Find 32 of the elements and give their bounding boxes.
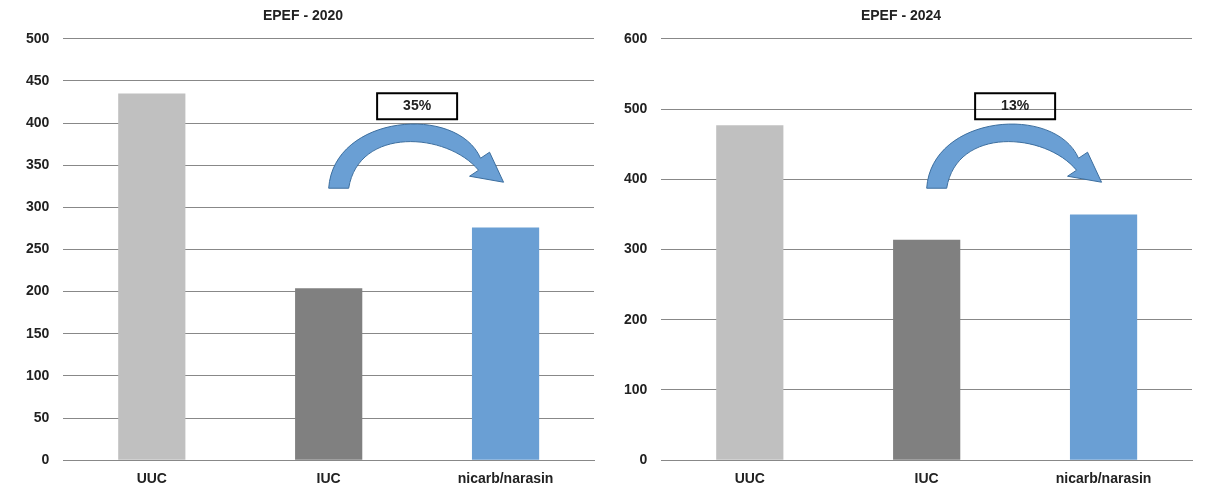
x-tick-label: UUC [734, 470, 765, 487]
y-tick-label: 200 [26, 282, 50, 299]
x-tick-label: IUC [914, 470, 939, 487]
y-tick-label: 100 [26, 366, 50, 383]
y-tick-label: 50 [33, 408, 50, 425]
y-tick-label: 300 [624, 240, 648, 257]
annotation: 35% [403, 97, 432, 114]
y-tick-label: 300 [26, 198, 50, 215]
y-tick-label: 0 [639, 451, 648, 468]
y-tick-label: 250 [26, 240, 50, 257]
y-tick-label: 150 [26, 324, 50, 341]
y-tick-label: 200 [624, 310, 648, 327]
x-tick-label: UUC [136, 470, 167, 487]
chart-title: EPEF - 2020 [262, 7, 344, 24]
x-tick-label: nicarb/narasin [1055, 470, 1152, 487]
y-tick-label: 0 [41, 451, 50, 468]
y-tick-label: 100 [624, 380, 648, 397]
x-tick-label: IUC [316, 470, 341, 487]
y-tick-label: 500 [624, 99, 648, 116]
y-tick-label: 350 [26, 156, 50, 173]
annotation: 13% [1001, 97, 1030, 114]
y-tick-label: 400 [624, 170, 648, 187]
y-tick-label: 500 [26, 29, 50, 46]
bar [471, 227, 540, 460]
y-tick-label: 600 [624, 29, 648, 46]
bar [716, 125, 784, 460]
chart-title: EPEF - 2024 [860, 7, 942, 24]
y-tick-label: 450 [26, 71, 50, 88]
bar [118, 93, 186, 460]
y-tick-label: 400 [26, 113, 50, 130]
bar [1069, 214, 1138, 460]
x-tick-label: nicarb/narasin [457, 470, 554, 487]
